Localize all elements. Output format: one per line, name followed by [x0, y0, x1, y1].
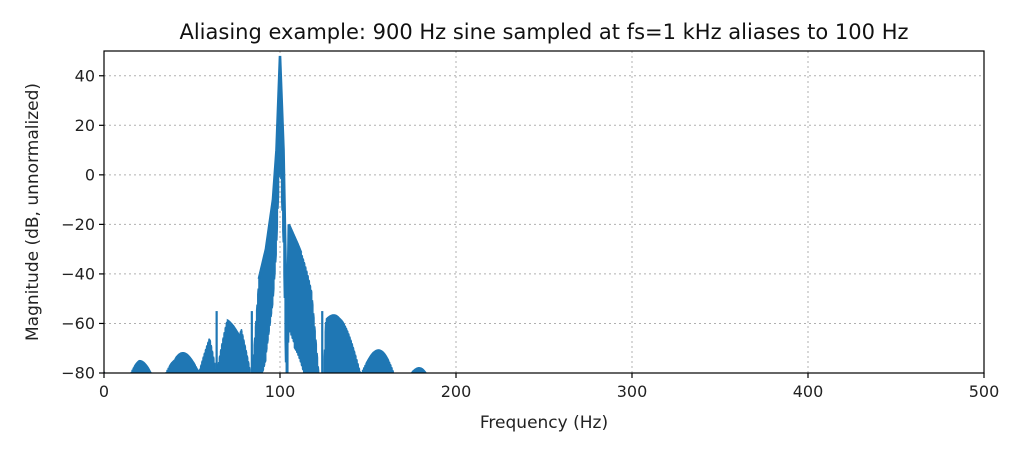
plot-area	[104, 55, 427, 373]
x-axis-label: Frequency (Hz)	[480, 413, 608, 433]
spectrum-series	[104, 55, 427, 373]
y-axis-label: Magnitude (dB, unnormalized)	[23, 83, 43, 341]
y-tick-label: −20	[61, 215, 95, 234]
x-tick-label: 0	[99, 382, 109, 401]
x-tick-label: 300	[617, 382, 648, 401]
x-tick-label: 500	[969, 382, 1000, 401]
y-tick-label: 20	[75, 116, 95, 135]
y-tick-label: −80	[61, 364, 95, 383]
x-tick-label: 400	[793, 382, 824, 401]
grid	[103, 51, 985, 374]
y-tick-label: −40	[61, 264, 95, 283]
x-tick-label: 100	[265, 382, 296, 401]
spectrum-fill	[104, 56, 427, 373]
spectrum-mainlobe	[257, 55, 303, 344]
y-tick-label: 40	[75, 66, 95, 85]
y-tick-label: −60	[61, 314, 95, 333]
y-tick-label: 0	[85, 165, 95, 184]
x-axis: 0 100 200 300 400 500	[99, 373, 999, 401]
y-axis: 40 20 0 −20 −40 −60 −80	[61, 66, 104, 383]
x-tick-label: 200	[441, 382, 472, 401]
chart-title: Aliasing example: 900 Hz sine sampled at…	[179, 20, 908, 44]
axes-frame	[103, 50, 985, 374]
